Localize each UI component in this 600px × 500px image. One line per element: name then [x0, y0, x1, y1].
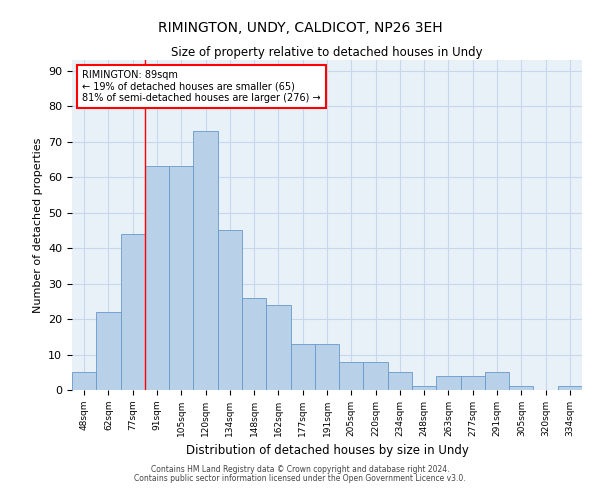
Bar [388, 372, 412, 390]
Bar [193, 131, 218, 390]
Bar [96, 312, 121, 390]
Bar [315, 344, 339, 390]
Text: RIMINGTON: 89sqm
← 19% of detached houses are smaller (65)
81% of semi-detached : RIMINGTON: 89sqm ← 19% of detached house… [82, 70, 321, 103]
Bar [266, 305, 290, 390]
Text: RIMINGTON, UNDY, CALDICOT, NP26 3EH: RIMINGTON, UNDY, CALDICOT, NP26 3EH [158, 20, 442, 34]
Bar [364, 362, 388, 390]
Bar [121, 234, 145, 390]
Bar [72, 372, 96, 390]
Text: Contains public sector information licensed under the Open Government Licence v3: Contains public sector information licen… [134, 474, 466, 483]
Text: Contains HM Land Registry data © Crown copyright and database right 2024.: Contains HM Land Registry data © Crown c… [151, 466, 449, 474]
Y-axis label: Number of detached properties: Number of detached properties [32, 138, 43, 312]
Bar [169, 166, 193, 390]
Bar [145, 166, 169, 390]
Bar [461, 376, 485, 390]
Bar [436, 376, 461, 390]
Bar [339, 362, 364, 390]
Bar [242, 298, 266, 390]
Bar [218, 230, 242, 390]
Bar [290, 344, 315, 390]
Title: Size of property relative to detached houses in Undy: Size of property relative to detached ho… [171, 46, 483, 59]
X-axis label: Distribution of detached houses by size in Undy: Distribution of detached houses by size … [185, 444, 469, 458]
Bar [412, 386, 436, 390]
Bar [509, 386, 533, 390]
Bar [558, 386, 582, 390]
Bar [485, 372, 509, 390]
